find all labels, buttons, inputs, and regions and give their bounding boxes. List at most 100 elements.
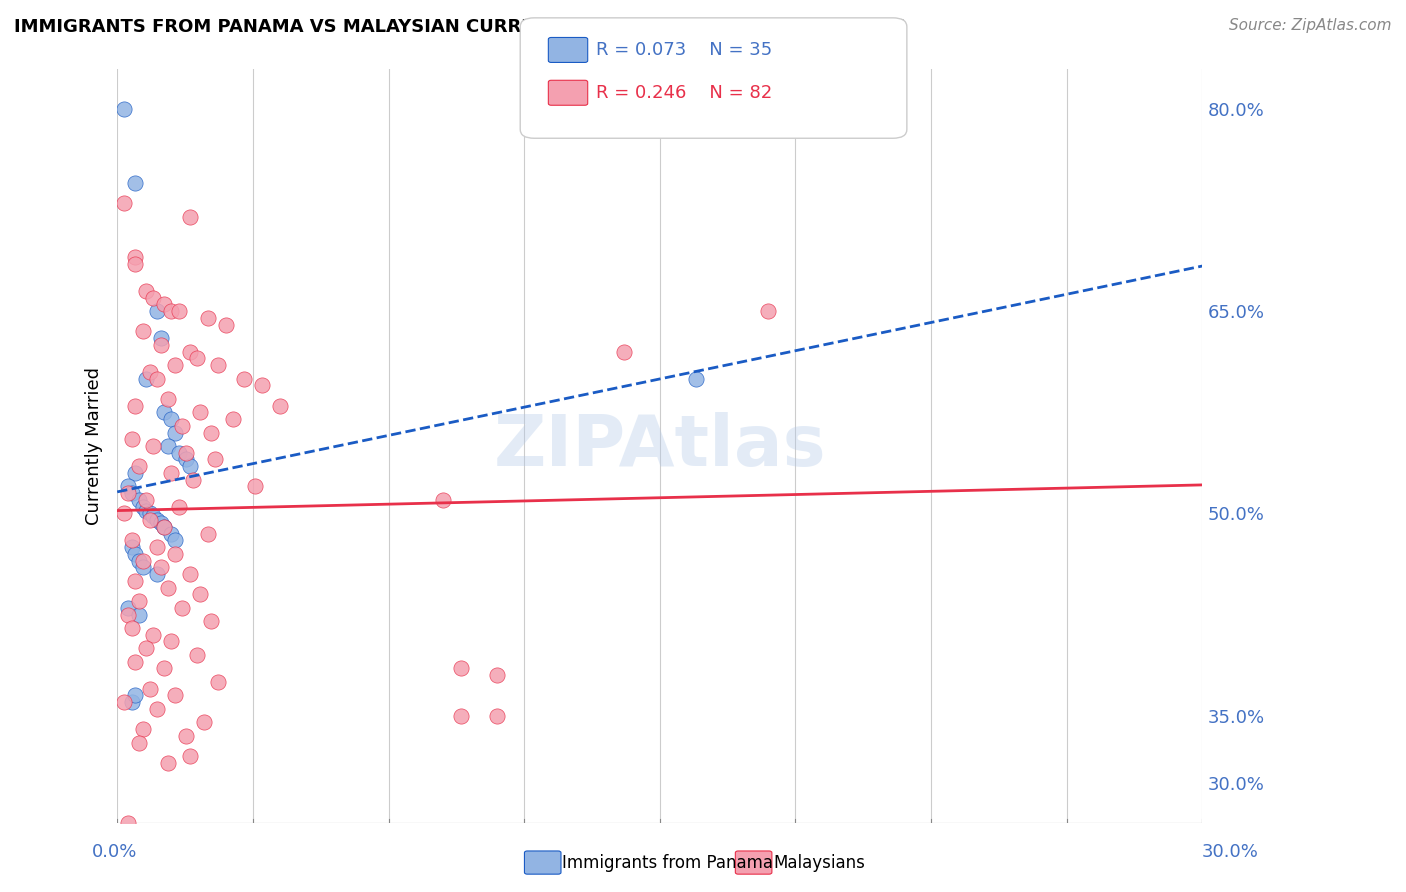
Point [222,412,245,426]
Point [186,351,208,366]
Point [174,729,197,743]
Point [486,668,509,682]
Point [685,371,707,385]
Point [613,344,636,359]
Point [121,486,143,500]
Point [146,513,169,527]
Point [135,492,157,507]
Point [135,371,157,385]
Point [131,560,153,574]
Point [135,284,157,298]
Point [197,310,219,325]
Point [156,756,179,770]
Point [156,439,179,453]
Point [112,507,135,521]
Point [186,648,208,662]
Point [174,446,197,460]
Point [207,358,229,372]
Point [128,459,150,474]
Point [142,509,165,524]
Point [156,392,179,406]
Point [165,547,187,561]
Point [128,594,150,608]
Point [179,749,201,764]
Point [124,547,146,561]
Point [174,452,197,467]
Point [179,344,201,359]
Point [149,560,172,574]
Text: 0.0%: 0.0% [91,843,136,861]
Text: ZIPAtlas: ZIPAtlas [494,411,827,481]
Point [117,607,139,622]
Point [167,500,190,514]
Point [146,540,169,554]
Point [112,695,135,709]
Point [139,365,162,379]
Text: Malaysians: Malaysians [773,854,865,871]
Point [160,526,183,541]
Point [128,736,150,750]
Point [124,655,146,669]
Point [160,466,183,480]
Point [190,587,212,601]
Point [153,297,176,311]
Point [450,661,472,675]
Point [124,176,146,190]
Point [117,600,139,615]
Point [232,371,254,385]
Point [160,304,183,318]
Point [142,439,165,453]
Text: Immigrants from Panama: Immigrants from Panama [562,854,773,871]
Point [121,533,143,548]
Point [172,418,194,433]
Point [117,479,139,493]
Point [149,331,172,345]
Point [142,628,165,642]
Point [432,492,454,507]
Point [450,708,472,723]
Point [160,412,183,426]
Point [269,399,291,413]
Text: 30.0%: 30.0% [1202,843,1258,861]
Point [139,681,162,696]
Point [486,708,509,723]
Point [200,614,222,628]
Point [153,661,176,675]
Point [243,479,266,493]
Point [215,318,238,332]
Point [153,520,176,534]
Text: R = 0.073    N = 35: R = 0.073 N = 35 [596,41,772,59]
Point [139,513,162,527]
Point [142,291,165,305]
Point [121,621,143,635]
Point [124,250,146,264]
Point [131,500,153,514]
Point [124,466,146,480]
Point [149,338,172,352]
Point [167,304,190,318]
Point [131,722,153,736]
Point [146,371,169,385]
Point [121,695,143,709]
Point [128,553,150,567]
Point [124,574,146,588]
Point [207,674,229,689]
Point [756,304,779,318]
Point [149,516,172,530]
Point [179,567,201,582]
Point [165,358,187,372]
Point [250,378,273,392]
Point [190,405,212,419]
Point [121,540,143,554]
Point [167,446,190,460]
Point [128,492,150,507]
Point [131,553,153,567]
Point [193,715,215,730]
Point [146,304,169,318]
Point [165,425,187,440]
Point [165,689,187,703]
Point [128,607,150,622]
Point [135,641,157,656]
Point [146,702,169,716]
Point [172,600,194,615]
